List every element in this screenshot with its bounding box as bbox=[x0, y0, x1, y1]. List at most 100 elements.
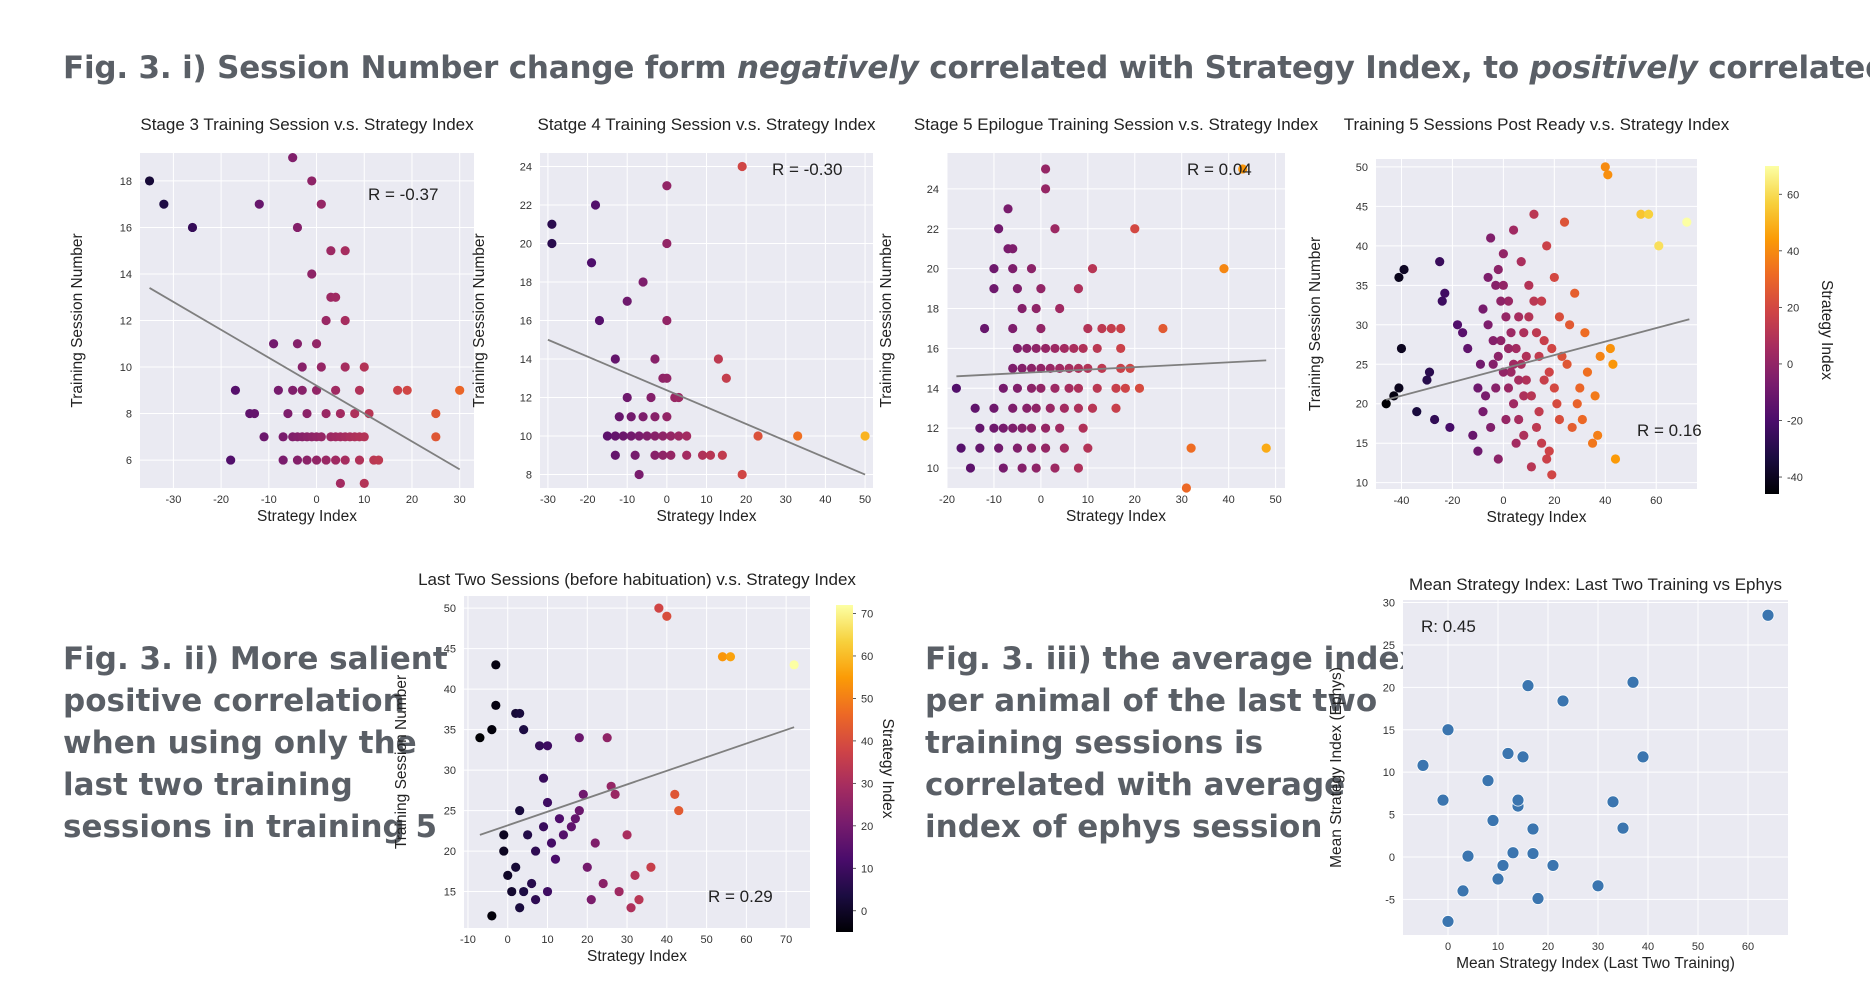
chart-title: Training 5 Sessions Post Ready v.s. Stra… bbox=[1344, 115, 1730, 134]
data-point bbox=[674, 805, 684, 816]
data-point bbox=[1059, 343, 1069, 354]
plot-background bbox=[1403, 600, 1788, 935]
y-tick-label: 14 bbox=[520, 354, 532, 366]
data-point bbox=[297, 385, 307, 395]
x-tick-label: 30 bbox=[621, 934, 633, 946]
data-point bbox=[1610, 454, 1621, 464]
data-point bbox=[1524, 312, 1534, 322]
data-point bbox=[1087, 403, 1098, 413]
caption-line: positive correlation bbox=[63, 683, 405, 719]
data-point bbox=[570, 814, 580, 824]
data-point bbox=[1050, 224, 1060, 234]
data-point bbox=[1055, 423, 1065, 433]
data-point bbox=[578, 789, 588, 799]
data-point bbox=[475, 733, 485, 743]
data-point bbox=[187, 222, 198, 233]
data-point bbox=[1092, 343, 1102, 354]
data-point bbox=[515, 708, 525, 719]
data-point bbox=[1445, 422, 1455, 433]
data-point bbox=[354, 455, 365, 465]
data-point bbox=[1486, 814, 1500, 827]
data-point bbox=[278, 432, 288, 442]
data-point bbox=[1595, 351, 1605, 361]
data-point bbox=[499, 846, 509, 856]
data-point bbox=[1529, 296, 1539, 306]
data-point bbox=[538, 822, 549, 832]
data-point bbox=[297, 362, 307, 372]
data-point bbox=[1562, 359, 1572, 369]
colorbar-tick-label: 20 bbox=[1787, 302, 1799, 314]
data-point bbox=[1097, 323, 1107, 334]
trend-line bbox=[956, 359, 1267, 378]
data-point bbox=[1554, 312, 1565, 322]
data-point bbox=[1012, 443, 1023, 453]
data-point bbox=[666, 431, 676, 441]
data-point bbox=[1503, 343, 1514, 354]
x-axis-label: Strategy Index bbox=[1487, 509, 1587, 526]
data-point bbox=[1008, 363, 1018, 373]
data-point bbox=[1547, 343, 1557, 354]
x-tick-label: 40 bbox=[1642, 941, 1654, 953]
data-point bbox=[662, 611, 672, 621]
data-point bbox=[1587, 438, 1598, 448]
data-point bbox=[1514, 414, 1524, 425]
data-point bbox=[1506, 328, 1516, 338]
data-point bbox=[1026, 443, 1037, 453]
data-point bbox=[682, 431, 692, 441]
chart-title: Mean Strategy Index: Last Two Training v… bbox=[1409, 575, 1782, 594]
data-point bbox=[316, 432, 326, 442]
data-point bbox=[1429, 414, 1440, 425]
colorbar-label: Strategy Index bbox=[1818, 280, 1835, 380]
y-tick-label: 20 bbox=[520, 238, 532, 250]
data-point bbox=[602, 733, 612, 743]
data-point bbox=[527, 878, 537, 889]
data-point bbox=[1496, 859, 1510, 872]
data-point bbox=[1486, 233, 1496, 243]
data-point bbox=[1120, 383, 1130, 393]
data-point bbox=[144, 176, 155, 186]
data-point bbox=[1516, 257, 1526, 267]
data-point bbox=[307, 176, 317, 186]
data-point bbox=[230, 385, 241, 395]
data-point bbox=[1050, 343, 1060, 354]
data-point bbox=[1040, 184, 1051, 194]
data-point bbox=[1045, 403, 1055, 413]
caption-line: per animal of the last two bbox=[925, 683, 1378, 719]
correlation-annotation: R = 0.04 bbox=[1187, 160, 1252, 179]
data-point bbox=[674, 431, 684, 441]
y-tick-label: 35 bbox=[1356, 280, 1368, 292]
caption-line: training sessions is bbox=[925, 725, 1264, 761]
x-tick-label: 0 bbox=[1445, 941, 1451, 953]
data-point bbox=[1116, 323, 1126, 334]
data-point bbox=[646, 392, 656, 403]
colorbar-tick-label: 0 bbox=[1787, 359, 1793, 371]
x-tick-label: 50 bbox=[1269, 494, 1281, 506]
colorbar-tick-label: 30 bbox=[861, 778, 873, 790]
x-tick-label: 70 bbox=[780, 934, 792, 946]
data-point bbox=[1083, 323, 1093, 334]
data-point bbox=[970, 403, 980, 413]
y-tick-label: 35 bbox=[444, 725, 456, 737]
data-point bbox=[1031, 403, 1041, 413]
data-point bbox=[650, 431, 660, 441]
data-point bbox=[507, 886, 517, 897]
data-point bbox=[1026, 383, 1037, 393]
x-tick-label: -10 bbox=[460, 934, 476, 946]
data-point bbox=[373, 455, 384, 465]
data-point bbox=[590, 200, 601, 210]
caption-line: Fig. 3. ii) More salient bbox=[63, 641, 448, 677]
y-tick-label: 20 bbox=[1356, 399, 1368, 411]
caption-line: last two training bbox=[63, 767, 353, 803]
data-point bbox=[586, 895, 596, 905]
colorbar bbox=[1765, 166, 1779, 494]
data-point bbox=[321, 408, 331, 419]
data-point bbox=[1491, 872, 1505, 886]
y-axis-label: Training Session Number bbox=[471, 233, 488, 407]
data-point bbox=[1580, 328, 1590, 338]
data-point bbox=[1008, 323, 1018, 334]
y-tick-label: 30 bbox=[1383, 598, 1395, 610]
x-tick-label: 20 bbox=[1129, 494, 1141, 506]
data-point bbox=[1556, 694, 1570, 708]
